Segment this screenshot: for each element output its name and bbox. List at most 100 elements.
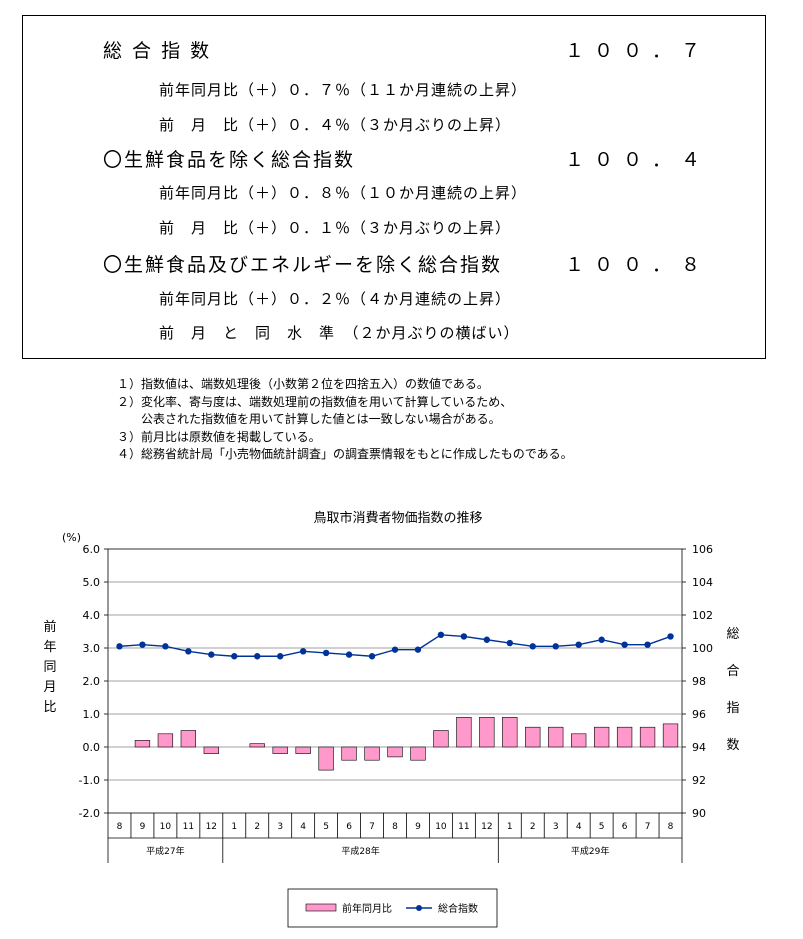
category-label: 4 — [576, 822, 582, 832]
bar — [249, 743, 265, 748]
category-label: 3 — [553, 822, 559, 832]
index-point — [162, 643, 169, 650]
legend-bar-label: 前年同月比 — [342, 902, 392, 915]
category-label: 1 — [231, 822, 237, 832]
note-line: ２）変化率、寄与度は、端数処理前の指数値を用いて計算しているため、 — [117, 394, 513, 409]
index-line — [119, 634, 671, 657]
bar — [433, 730, 449, 748]
right-tick-label: 100 — [692, 642, 713, 655]
note-line: ３）前月比は原数値を掲載している。 — [117, 429, 321, 444]
left-tick-label: 4.0 — [83, 609, 101, 622]
axes: -2.0-1.00.01.02.03.04.05.06.090929496981… — [43, 543, 740, 863]
right-tick-label: 102 — [692, 609, 713, 622]
index-point — [277, 653, 284, 660]
category-label: 7 — [645, 822, 651, 832]
index-point — [506, 639, 513, 647]
index-point — [391, 646, 399, 653]
left-axis-label-char: 前 — [43, 619, 56, 635]
right-axis-label: 総合指数 — [726, 627, 739, 753]
left-axis-label-char: 月 — [43, 680, 56, 695]
summary-box: 総 合 指 数 １００．７ 前年同月比（＋）０．７％（１１か月連続の上昇） 前 月 比… — [22, 15, 766, 359]
cpi-chart: 鳥取市消費者物価指数の推移 (%) -2.0 -1.0 0.0 1.0 2.0 3.0 4.… — [43, 510, 740, 928]
bar — [502, 717, 518, 748]
bar — [662, 723, 679, 748]
right-axis-label-char: 合 — [726, 664, 739, 679]
category-label: 11 — [183, 822, 194, 832]
index-point — [552, 643, 559, 650]
index-point — [598, 636, 605, 643]
category-label: 8 — [668, 822, 674, 832]
index-point — [667, 633, 674, 640]
index-point — [254, 653, 261, 660]
index-point — [575, 641, 582, 648]
legend-line-label: 総合指数 — [438, 902, 478, 915]
index-point — [437, 631, 445, 638]
year-group-label: 平成28年 — [341, 845, 379, 857]
bar — [341, 746, 357, 761]
left-tick-label: -1.0 — [79, 774, 100, 787]
right-tick-label: 98 — [692, 675, 706, 688]
left-tick-label: 1.0 — [83, 708, 101, 721]
index-point — [322, 649, 330, 657]
category-label: 6 — [346, 822, 352, 832]
category-label: 2 — [254, 822, 260, 832]
category-label: 5 — [323, 822, 329, 832]
right-tick-label: 96 — [692, 708, 706, 721]
bar — [272, 746, 288, 754]
index-point — [644, 641, 651, 648]
index-point — [368, 653, 376, 660]
legend-bar-swatch — [305, 903, 337, 912]
index-value: １００．４ — [565, 149, 711, 171]
index-point — [529, 643, 536, 650]
index-label: 総 合 指 数 — [103, 40, 212, 62]
note-line: １）指数値は、端数処理後（小数第２位を四捨五入）の数値である。 — [117, 377, 489, 391]
bar — [410, 746, 426, 761]
category-label: 10 — [160, 822, 172, 832]
bar — [134, 740, 151, 748]
index-point — [483, 636, 491, 643]
right-tick-label: 90 — [692, 807, 706, 820]
right-axis-label-char: 総 — [726, 627, 739, 642]
right-tick-label: 94 — [692, 741, 706, 754]
change-line: 前年同月比（＋）０．２％（４か月連続の上昇） — [159, 290, 512, 308]
legend: 前年同月比 総合指数 — [287, 888, 498, 928]
left-tick-label: 5.0 — [83, 576, 101, 589]
bar — [616, 726, 633, 748]
index-point — [621, 641, 628, 648]
index-value: １００．７ — [565, 40, 711, 62]
bar — [479, 717, 495, 748]
bar — [295, 746, 311, 754]
index-label: 〇生鮮食品及びエネルギーを除く総合指数 — [103, 254, 503, 276]
change-line: 前 月 比（＋）０．４％（３か月ぶりの上昇） — [159, 116, 512, 134]
bar-series — [134, 717, 679, 771]
bar — [203, 746, 219, 754]
left-tick-label: 0.0 — [83, 741, 101, 754]
category-label: 4 — [300, 822, 306, 832]
category-label: 8 — [117, 822, 123, 832]
category-label: 8 — [392, 822, 398, 832]
category-label: 9 — [140, 822, 146, 832]
index-point — [460, 633, 468, 640]
change-line: 前 月 比（＋）０．１％（３か月ぶりの上昇） — [159, 219, 512, 237]
year-group-label: 平成27年 — [146, 845, 184, 857]
notes: １）指数値は、端数処理後（小数第２位を四捨五入）の数値である。 ２）変化率、寄与度… — [117, 376, 573, 464]
left-tick-label: 6.0 — [83, 543, 101, 556]
index-point — [139, 641, 146, 648]
index-point — [414, 646, 422, 653]
bar — [180, 730, 197, 748]
bar — [525, 726, 541, 748]
category-label: 5 — [599, 822, 605, 832]
bar — [548, 726, 564, 748]
index-point — [299, 648, 307, 655]
bar — [456, 717, 472, 748]
index-point — [185, 648, 192, 655]
index-point — [208, 651, 215, 658]
right-tick-label: 104 — [692, 576, 713, 589]
bar — [364, 746, 380, 761]
bar — [387, 746, 403, 758]
category-label: 9 — [415, 822, 421, 832]
category-label: 11 — [458, 822, 469, 832]
bar — [639, 726, 656, 748]
bar — [157, 733, 174, 748]
category-label: 12 — [481, 822, 492, 832]
